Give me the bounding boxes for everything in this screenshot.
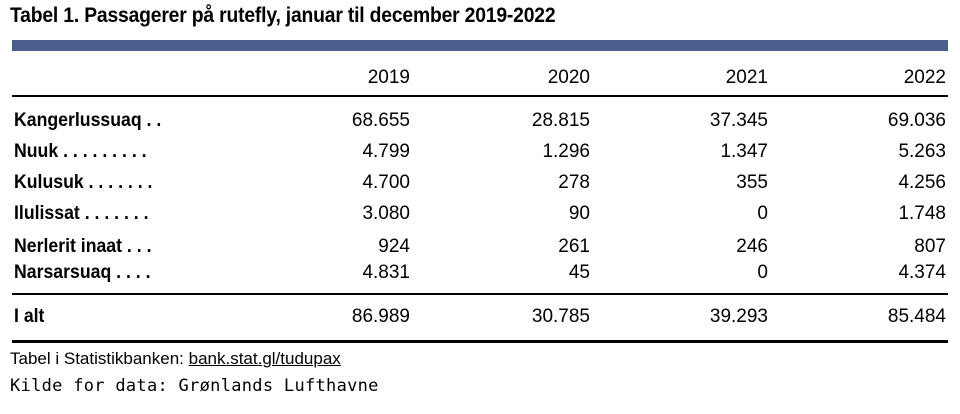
table-cell: 355 [736,172,768,193]
table-cell: 3.080 [362,203,410,224]
header-divider [12,95,948,97]
row-label: Nerlerit inaat . . . [14,236,152,257]
table-cell: 261 [558,236,590,257]
table-cell: 28.815 [531,110,590,131]
table-cell: 69.036 [887,110,946,131]
table-bottom-rule [12,340,948,343]
column-header-2021: 2021 [725,67,768,88]
table-row: Ilulissat . . . . . . . 3.080 90 0 1.748 [0,201,960,227]
source-line: Tabel i Statistikbanken: bank.stat.gl/tu… [10,349,341,369]
row-label: Kangerlussuaq . . [14,110,162,131]
table-row: Nuuk . . . . . . . . . 4.799 1.296 1.347… [0,139,960,165]
total-cell: 30.785 [531,306,590,327]
table-cell: 4.831 [362,262,410,283]
row-label: Narsarsuaq . . . . [14,262,151,283]
row-label: Nuuk . . . . . . . . . [14,141,147,162]
table-row: Kulusuk . . . . . . . 4.700 278 355 4.25… [0,170,960,196]
table-cell: 1.748 [898,203,946,224]
total-cell: 85.484 [887,306,946,327]
table-cell: 0 [757,262,768,283]
table-cell: 4.374 [898,262,946,283]
total-row: I alt 86.989 30.785 39.293 85.484 [0,304,960,330]
table-title: Tabel 1. Passagerer på rutefly, januar t… [10,4,556,27]
total-divider [12,293,948,295]
data-credit: Kilde for data: Grønlands Lufthavne [10,376,379,396]
table-cell: 807 [914,236,946,257]
source-prefix: Tabel i Statistikbanken: [10,349,189,368]
column-header-2020: 2020 [547,67,590,88]
row-label: Kulusuk . . . . . . . [14,172,153,193]
column-header-2022: 2022 [903,67,946,88]
table-cell: 278 [558,172,590,193]
statbank-link[interactable]: bank.stat.gl/tudupax [188,349,341,368]
total-cell: 39.293 [709,306,768,327]
table-row: Nerlerit inaat . . . 924 261 246 807 [0,234,960,260]
table-cell: 246 [736,236,768,257]
table-cell: 1.296 [542,141,590,162]
table-cell: 924 [378,236,410,257]
table-cell: 1.347 [720,141,768,162]
table-cell: 4.700 [362,172,410,193]
total-cell: 86.989 [351,306,410,327]
table-cell: 5.263 [898,141,946,162]
table-row: Kangerlussuaq . . 68.655 28.815 37.345 6… [0,108,960,134]
table-header-row: 2019 2020 2021 2022 [0,65,960,91]
table-cell: 0 [757,203,768,224]
table-row: Narsarsuaq . . . . 4.831 45 0 4.374 [0,260,960,286]
table-cell: 37.345 [709,110,768,131]
table-cell: 45 [568,262,590,283]
table-cell: 68.655 [351,110,410,131]
title-accent-bar [12,40,948,51]
row-label: Ilulissat . . . . . . . [14,203,149,224]
column-header-2019: 2019 [367,67,410,88]
table-cell: 4.256 [898,172,946,193]
table-cell: 4.799 [362,141,410,162]
table-cell: 90 [568,203,590,224]
total-label: I alt [14,306,45,327]
